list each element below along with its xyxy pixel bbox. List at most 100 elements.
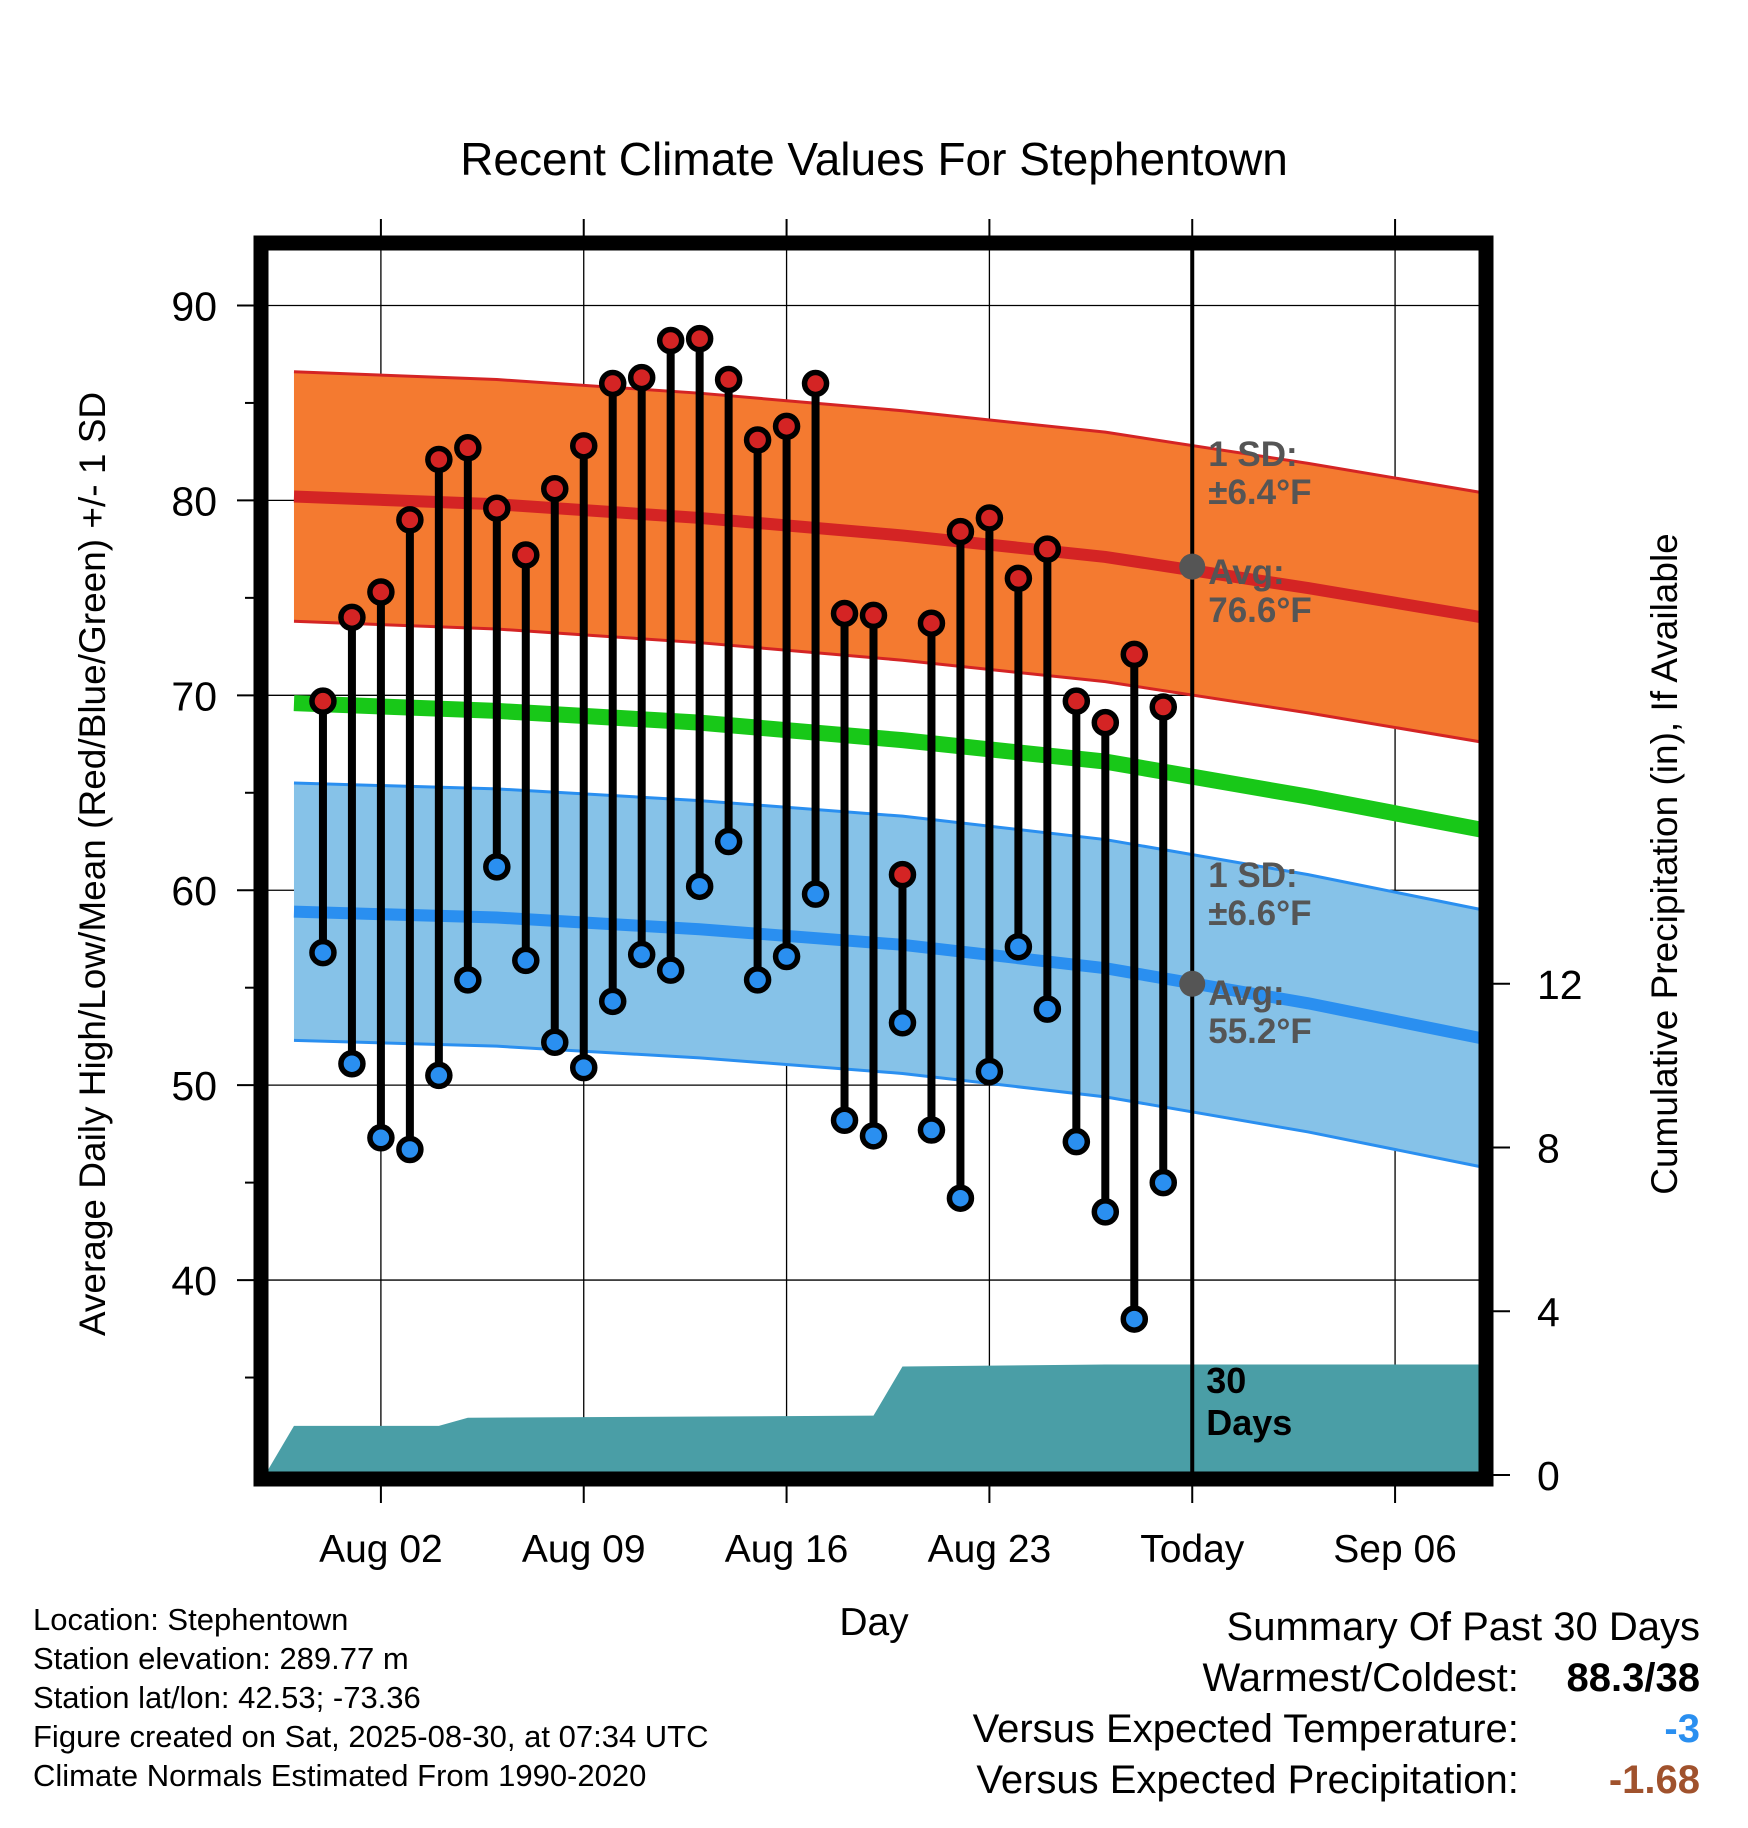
y2-tick-label-4: 4: [1537, 1289, 1560, 1335]
high-point: [1149, 693, 1178, 721]
low-point: [483, 853, 511, 881]
station-info: Location: Stephentown Station elevation:…: [33, 1600, 709, 1795]
elevation-text: Station elevation: 289.77 m: [33, 1641, 409, 1676]
warmest-coldest-label: Warmest/Coldest:: [1202, 1656, 1519, 1700]
low-point: [888, 1009, 917, 1037]
y2-tick-label-12: 12: [1537, 962, 1583, 1008]
high-point: [656, 326, 685, 355]
high-point: [367, 578, 395, 606]
x-axis-label: Day: [839, 1601, 909, 1644]
high-sd-value: ±6.4°F: [1208, 473, 1311, 512]
high-point: [714, 365, 743, 394]
high-point: [975, 504, 1004, 532]
high-point: [1120, 640, 1149, 669]
low-point: [772, 942, 801, 971]
chart-title: Recent Climate Values For Stephentown: [460, 133, 1288, 185]
y-tick-label-90: 90: [171, 283, 217, 329]
days-label-number: 30: [1206, 1360, 1246, 1401]
x-tick-label-sep-06: Sep 06: [1333, 1528, 1457, 1571]
low-point: [1062, 1127, 1091, 1156]
high-point: [888, 860, 917, 889]
high-point: [685, 324, 714, 353]
high-point: [338, 603, 366, 632]
summary-warmest-coldest: Warmest/Coldest: 88.3/38: [973, 1656, 1701, 1707]
low-point: [396, 1135, 424, 1164]
low-point: [1033, 995, 1062, 1023]
high-point: [396, 506, 424, 534]
precipitation-area: [265, 1364, 1482, 1475]
low-point: [541, 1028, 569, 1057]
temp-label: Versus Expected Temperature:: [972, 1707, 1519, 1751]
high-point: [512, 541, 540, 569]
summary-temperature: Versus Expected Temperature: -3: [973, 1707, 1700, 1758]
high-point: [454, 434, 482, 462]
high-point: [483, 494, 511, 522]
low-sd-band: [293, 783, 1482, 1168]
y2-tick-label-8: 8: [1537, 1126, 1560, 1172]
y-tick-label-40: 40: [171, 1258, 217, 1304]
low-point: [743, 966, 772, 994]
summary-panel: Summary Of Past 30 Days Warmest/Coldest:…: [973, 1605, 1700, 1809]
low-point: [338, 1049, 366, 1078]
precip-value: -1.68: [1608, 1758, 1700, 1802]
low-point: [367, 1124, 395, 1152]
low-point: [1120, 1305, 1149, 1333]
summary-title: Summary Of Past 30 Days: [1226, 1605, 1700, 1649]
high-point: [569, 432, 598, 460]
low-point: [801, 880, 830, 908]
low-point: [1004, 933, 1033, 961]
precip-label: Versus Expected Precipitation:: [976, 1758, 1519, 1802]
low-avg-label: Avg:: [1208, 974, 1284, 1013]
plot-frame: [253, 235, 1494, 1487]
low-point: [859, 1122, 888, 1150]
y-axis-label: Average Daily High/Low/Mean (Red/Blue/Gr…: [72, 392, 113, 1336]
low-point: [714, 827, 743, 856]
low-point: [627, 940, 656, 969]
low-point: [569, 1053, 598, 1082]
high-point: [830, 599, 859, 628]
high-point: [627, 363, 656, 392]
created-text: Figure created on Sat, 2025-08-30, at 07…: [33, 1719, 709, 1754]
low-point: [1091, 1198, 1120, 1226]
low-point: [512, 946, 540, 975]
high-avg-label: Avg:: [1208, 553, 1284, 592]
days-label-unit: Days: [1206, 1402, 1292, 1443]
high-band-upper-edge: [293, 370, 1483, 495]
temp-value: -3: [1664, 1707, 1700, 1751]
high-point: [946, 517, 975, 546]
high-point: [743, 426, 772, 454]
high-sd-band: [293, 371, 1482, 743]
low-point: [425, 1061, 453, 1090]
today-low-average-marker: [1179, 970, 1206, 997]
low-sd-label: 1 SD:: [1208, 856, 1297, 895]
warmest-coldest-value: 88.3/38: [1566, 1656, 1700, 1700]
high-point: [1062, 687, 1091, 715]
low-point: [454, 966, 482, 994]
x-tick-label-aug-23: Aug 23: [928, 1528, 1052, 1571]
high-point: [1091, 708, 1120, 737]
high-point: [917, 609, 946, 637]
low-point: [685, 872, 714, 901]
low-point: [830, 1106, 859, 1134]
x-tick-label-aug-02: Aug 02: [319, 1528, 443, 1571]
high-point: [859, 601, 888, 630]
high-point: [1004, 564, 1033, 593]
low-point: [656, 956, 685, 984]
high-point: [1033, 535, 1062, 563]
normals-text: Climate Normals Estimated From 1990-2020: [33, 1758, 647, 1793]
low-band-lower-edge: [293, 1038, 1483, 1169]
low-point: [598, 987, 627, 1016]
low-sd-value: ±6.6°F: [1208, 894, 1311, 933]
low-point: [917, 1116, 946, 1144]
y2-axis-label: Cumulative Precipitation (in), If Availa…: [1644, 533, 1685, 1195]
y-tick-label-60: 60: [171, 868, 217, 914]
x-tick-label-today: Today: [1140, 1528, 1245, 1571]
y-tick-label-80: 80: [171, 478, 217, 524]
high-avg-value: 76.6°F: [1208, 591, 1312, 630]
low-point: [309, 938, 337, 967]
high-point: [309, 687, 337, 715]
high-point: [425, 445, 453, 474]
high-point: [772, 412, 801, 441]
